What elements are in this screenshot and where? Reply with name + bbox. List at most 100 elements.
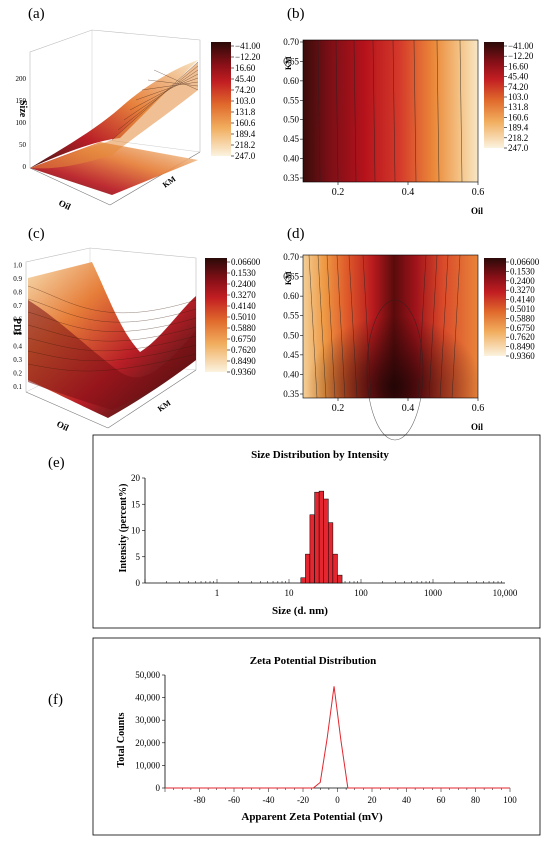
x-tick-label: 0.4: [402, 187, 415, 198]
pdi-ztick: 0.5: [13, 329, 22, 337]
panel-label-e: (e): [48, 455, 65, 471]
x-tick-label: 20: [368, 795, 378, 805]
colorbar-label: 0.5880: [231, 323, 256, 333]
pdi-ztick: 0.6: [13, 316, 22, 324]
surface-contour: [27, 335, 197, 352]
pdi-ztick: 0.9: [13, 275, 22, 283]
surface-contour: [147, 79, 199, 87]
contour-line: [413, 39, 417, 183]
y-tick-label: 20,000: [135, 738, 160, 748]
colorbar-label: 0.8490: [510, 342, 535, 352]
surface-contour: [27, 353, 197, 372]
colorbar-label: 0.5880: [510, 313, 535, 323]
heatmap-b-xlabel: Oil: [471, 206, 484, 216]
y-tick-label: 0: [136, 578, 141, 588]
colorbar-label: 45.40: [235, 74, 256, 84]
x-tick-label: 100: [354, 588, 368, 598]
size-zlabel: Size: [17, 100, 28, 118]
colorbar-label: 0.9360: [231, 367, 256, 377]
contour-line: [428, 254, 438, 399]
colorbar-label: 131.8: [235, 107, 256, 117]
colorbar-label: 247.0: [508, 143, 529, 153]
y-tick-label: 0.35: [283, 173, 299, 183]
contour-line: [317, 39, 321, 183]
colorbar-label: −12.20: [508, 51, 534, 61]
intensity-bar: [314, 491, 320, 584]
colorbar-label: 160.6: [508, 112, 529, 122]
zeta-xlabel: Apparent Zeta Potential (mV): [241, 811, 383, 823]
y-tick-label: 0.35: [283, 389, 299, 399]
x-tick-label: -80: [194, 795, 206, 805]
contour-line: [392, 39, 396, 183]
contour-line: [336, 254, 346, 399]
y-tick-label: 30,000: [135, 715, 160, 725]
pdi-xlabel: Oil: [55, 419, 71, 433]
colorbar-label: 0.5010: [510, 304, 535, 314]
x-tick-label: 10,000: [493, 588, 518, 598]
zeta-series-line: [165, 686, 510, 789]
colorbar-label: 0.2400: [510, 276, 535, 286]
colorbar-label: 131.8: [508, 102, 529, 112]
x-tick-label: 80: [471, 795, 481, 805]
x-tick-label: -60: [228, 795, 240, 805]
y-tick-label: 20: [131, 473, 141, 483]
y-tick-label: 0.70: [283, 37, 299, 47]
size-ztick: 100: [16, 119, 27, 127]
colorbar-label: 0.1530: [510, 266, 535, 276]
size-dist-ylabel: Intensity (percent%): [118, 484, 129, 573]
contour-line: [348, 254, 358, 399]
y-tick-label: 0.65: [283, 56, 299, 66]
y-tick-label: 0.45: [283, 350, 299, 360]
y-tick-label: 50,000: [135, 670, 160, 680]
x-tick-label: 0: [335, 795, 340, 805]
intensity-bar: [318, 490, 324, 584]
surface-contour: [135, 77, 199, 101]
contour-line: [417, 254, 427, 399]
colorbar-label: −41.00: [235, 41, 261, 51]
heatmap-b-ylabel: KM: [284, 56, 293, 70]
colorbar-label: −12.20: [235, 52, 261, 62]
colorbar-label: −41.00: [508, 41, 534, 51]
colorbar-label: 0.7620: [510, 332, 535, 342]
x-tick-label: 1000: [424, 588, 443, 598]
colorbar-label: 0.9360: [510, 351, 535, 361]
contour-line: [451, 254, 461, 399]
contour-line: [317, 254, 327, 399]
y-tick-label: 0.70: [283, 252, 299, 262]
intensity-bar: [328, 522, 334, 584]
y-tick-label: 0.50: [283, 115, 299, 125]
colorbar-label: 103.0: [235, 96, 256, 106]
colorbar-label: 16.60: [508, 61, 529, 71]
size-ztick: 200: [16, 75, 27, 83]
panel-f-frame: [92, 637, 541, 836]
x-tick-label: 0.2: [332, 187, 345, 198]
panel-label-b: (b): [287, 6, 305, 22]
size-ztick: 50: [19, 141, 27, 149]
surface-contour: [27, 324, 197, 342]
colorbar-label: 0.8490: [231, 356, 256, 366]
size-dist-title: Size Distribution by Intensity: [251, 449, 389, 461]
y-tick-label: 0.40: [283, 369, 299, 379]
zeta-title: Zeta Potential Distribution: [250, 655, 377, 667]
contour-line: [308, 254, 318, 399]
colorbar-label: 0.4140: [510, 295, 535, 305]
colorbar-label: 0.06600: [510, 257, 540, 267]
contour-line: [326, 254, 336, 399]
surface-contour: [153, 69, 199, 91]
intensity-bar: [332, 553, 338, 584]
size-ztick: 0: [23, 163, 27, 171]
x-tick-label: 1: [215, 588, 220, 598]
pdi-zlabel: PDI: [11, 318, 22, 335]
colorbar-a: [211, 42, 231, 156]
y-tick-label: 10,000: [135, 760, 160, 770]
contour-line: [366, 299, 424, 441]
colorbar-label: 218.2: [235, 140, 255, 150]
colorbar-label: 0.1530: [231, 268, 256, 278]
y-tick-label: 0.50: [283, 330, 299, 340]
colorbar-label: 189.4: [508, 123, 529, 133]
colorbar-label: 16.60: [235, 63, 256, 73]
contour-line: [353, 39, 357, 183]
colorbar-label: 0.06600: [231, 257, 261, 267]
surface-contour: [27, 311, 197, 332]
